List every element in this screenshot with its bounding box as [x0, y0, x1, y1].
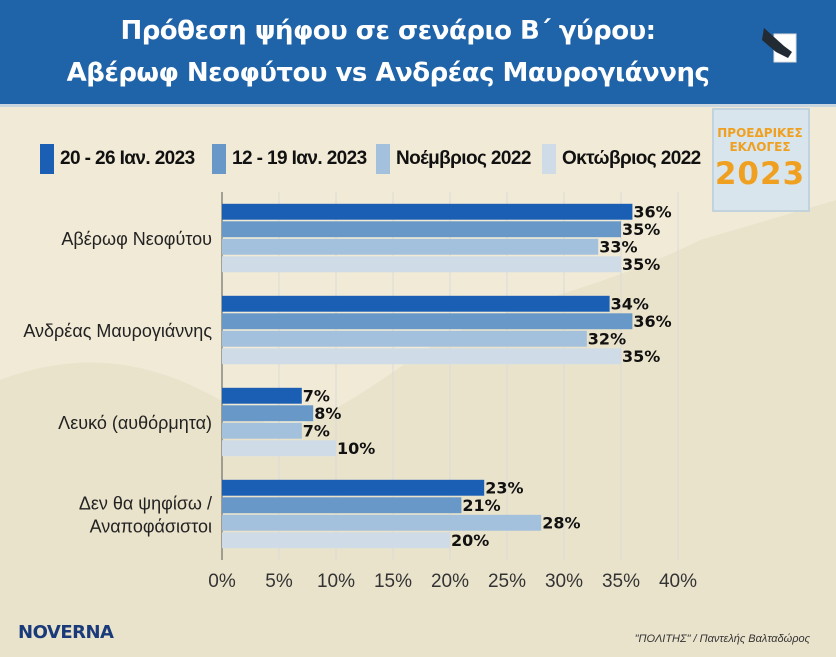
- category-label: Ανδρέας Μαυρογιάννης: [23, 321, 212, 341]
- badge-year: 2023: [714, 156, 806, 192]
- data-label: 7%: [303, 387, 330, 406]
- data-label: 35%: [622, 347, 660, 366]
- header-banner: Πρόθεση ψήφου σε σενάριο Β΄ γύρου: Αβέρω…: [0, 0, 836, 107]
- legend-swatch: [376, 144, 390, 174]
- category-label: Αβέρωφ Νεοφύτου: [61, 229, 212, 249]
- x-tick-label: 40%: [659, 571, 697, 592]
- x-tick-label: 30%: [545, 571, 583, 592]
- x-tick-label: 20%: [431, 571, 469, 592]
- bar-0: [222, 387, 302, 404]
- ballot-hand-icon: [762, 28, 797, 63]
- bar-1: [222, 221, 621, 238]
- x-tick-label: 10%: [317, 571, 355, 592]
- badge-line2: ΕΚΛΟΓΕΣ: [729, 140, 791, 154]
- data-label: 33%: [599, 238, 637, 257]
- data-label: 7%: [303, 422, 330, 441]
- data-label: 21%: [462, 496, 500, 515]
- data-label: 32%: [588, 330, 626, 349]
- legend-label: 20 - 26 Ιαν. 2023: [60, 148, 195, 169]
- category-label: Δεν θα ψηφίσω /: [79, 494, 212, 514]
- legend-label: Οκτώβριος 2022: [562, 148, 701, 169]
- category-label: Αναποφάσιστοι: [90, 517, 212, 537]
- x-tick-label: 25%: [488, 571, 526, 592]
- bar-0: [222, 479, 485, 496]
- bar-1: [222, 313, 633, 330]
- data-label: 8%: [314, 404, 341, 423]
- chart-title-line2: Αβέρωφ Νεοφύτου vs Ανδρέας Μαυρογιάννης: [66, 58, 710, 88]
- data-label: 36%: [633, 203, 671, 222]
- bar-0: [222, 203, 633, 220]
- x-tick-label: 15%: [374, 571, 412, 592]
- bar-1: [222, 497, 462, 514]
- bar-3: [222, 440, 336, 457]
- legend-swatch: [40, 144, 54, 174]
- data-label: 34%: [611, 295, 649, 314]
- footer-credit: "ΠΟΛΙΤΗΣ" / Παντελής Βαλταδώρος: [634, 633, 810, 645]
- data-label: 35%: [622, 255, 660, 274]
- bar-2: [222, 422, 302, 439]
- x-tick-label: 5%: [265, 571, 293, 592]
- bar-3: [222, 348, 621, 365]
- bar-2: [222, 330, 587, 347]
- bar-2: [222, 514, 542, 531]
- bar-0: [222, 295, 610, 312]
- bar-3: [222, 532, 450, 549]
- legend-swatch: [212, 144, 226, 174]
- legend-label: Νοέμβριος 2022: [396, 148, 531, 169]
- data-label: 36%: [633, 312, 671, 331]
- data-label: 20%: [451, 531, 489, 550]
- legend: 20 - 26 Ιαν. 2023 12 - 19 Ιαν. 2023 Νοέμ…: [40, 142, 710, 178]
- noverna-logo: NOVERNA: [18, 622, 114, 643]
- bar-3: [222, 256, 621, 273]
- chart-title-line1: Πρόθεση ψήφου σε σενάριο Β΄ γύρου:: [120, 16, 656, 46]
- badge-line1: ΠΡΟΕΔΡΙΚΕΣ: [717, 126, 803, 140]
- ballot-box-icon: [712, 108, 810, 212]
- data-label: 10%: [337, 439, 375, 458]
- data-label: 23%: [485, 479, 523, 498]
- elections-badge: ΠΡΟΕΔΡΙΚΕΣ ΕΚΛΟΓΕΣ 2023: [706, 108, 814, 212]
- data-label: 28%: [542, 514, 580, 533]
- category-label: Λευκό (αυθόρμητα): [58, 413, 212, 433]
- x-tick-label: 0%: [208, 571, 236, 592]
- bar-1: [222, 405, 314, 422]
- legend-label: 12 - 19 Ιαν. 2023: [232, 148, 367, 169]
- legend-swatch: [542, 144, 556, 174]
- data-label: 35%: [622, 220, 660, 239]
- x-tick-label: 35%: [602, 571, 640, 592]
- bar-2: [222, 238, 599, 255]
